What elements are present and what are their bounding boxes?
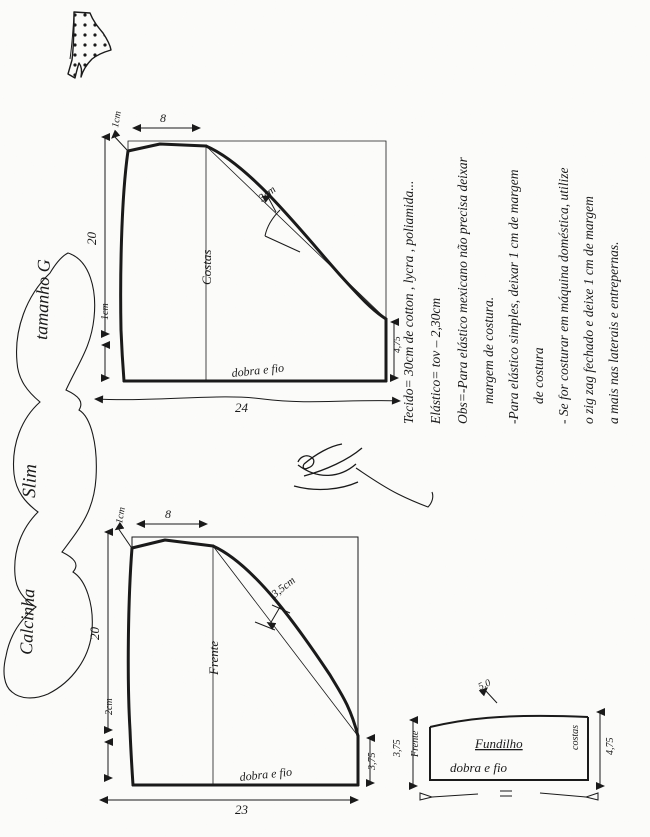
svg-text:8: 8 xyxy=(165,507,171,521)
svg-text:-Para elástico simples, deixar: -Para elástico simples, deixar 1 cm de m… xyxy=(506,169,521,424)
svg-text:Obs=-Para elástico mexicano nã: Obs=-Para elástico mexicano não precisa … xyxy=(455,156,470,424)
svg-text:8: 8 xyxy=(160,111,166,125)
svg-text:Frente: Frente xyxy=(410,730,421,758)
svg-text:Costas: Costas xyxy=(199,250,214,285)
svg-text:Frente: Frente xyxy=(206,641,221,676)
svg-text:1cm: 1cm xyxy=(100,303,111,320)
svg-text:de costura: de costura xyxy=(531,347,546,404)
svg-text:Slim: Slim xyxy=(19,464,41,498)
svg-text:23: 23 xyxy=(235,802,249,817)
svg-text:4,75: 4,75 xyxy=(605,738,616,756)
svg-text:Tecido= 30cm de cotton , lycr: Tecido= 30cm de cotton , lycra , poliami… xyxy=(401,181,416,424)
svg-text:a mais nas laterais e entreper: a mais nas laterais e entrepernas. xyxy=(606,242,621,425)
svg-text:3,75: 3,75 xyxy=(367,753,378,772)
svg-text:24: 24 xyxy=(235,400,249,415)
svg-text:Elástico= tov – 2,30cm: Elástico= tov – 2,30cm xyxy=(428,298,443,425)
svg-text:dobra e fio: dobra e fio xyxy=(450,760,508,775)
svg-text:4,75: 4,75 xyxy=(393,336,403,353)
svg-text:margem de costura.: margem de costura. xyxy=(481,297,496,404)
svg-text:tamanho G: tamanho G xyxy=(31,259,54,340)
svg-text:Fundilho: Fundilho xyxy=(474,736,523,751)
svg-text:2cm: 2cm xyxy=(104,698,115,715)
svg-text:Calcinha: Calcinha xyxy=(16,588,38,655)
svg-text:20: 20 xyxy=(87,627,102,641)
svg-text:o zig zag fechado e deixe 1 cm: o zig zag fechado e deixe 1 cm de margem xyxy=(581,196,596,424)
svg-text:- Se for costurar em máquina d: - Se for costurar em máquina doméstica, … xyxy=(556,168,571,424)
svg-text:costas: costas xyxy=(570,725,581,750)
svg-text:20: 20 xyxy=(84,232,99,246)
svg-text:3,75: 3,75 xyxy=(392,740,403,759)
